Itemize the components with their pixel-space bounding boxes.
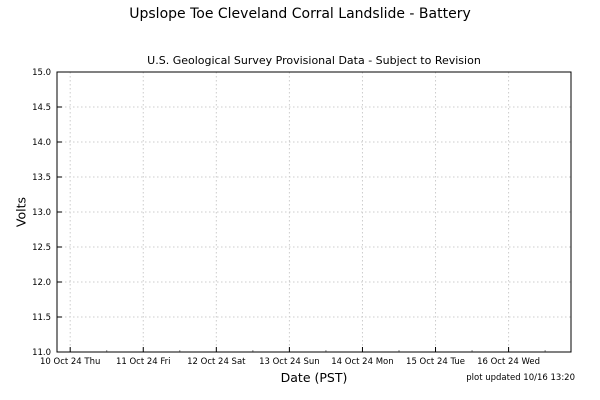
y-tick-label: 13.5 — [32, 173, 51, 183]
x-tick-label: 12 Oct 24 Sat — [187, 357, 246, 367]
x-tick-label: 13 Oct 24 Sun — [259, 357, 320, 367]
y-tick-label: 13.0 — [32, 208, 51, 218]
y-tick-label: 12.0 — [32, 278, 51, 288]
x-tick-label: 16 Oct 24 Wed — [477, 357, 540, 367]
y-tick-label: 15.0 — [32, 68, 51, 78]
plot-frame — [56, 71, 572, 353]
y-tick-label: 14.0 — [32, 138, 51, 148]
y-tick-label: 11.5 — [32, 313, 51, 323]
label-layer: 11.0 11.5 12.0 12.5 13.0 13.5 14.0 14.5 15.0 10 O… — [32, 68, 540, 367]
x-tick-label: 14 Oct 24 Mon — [331, 357, 393, 367]
grid-layer — [57, 72, 571, 352]
plot-updated-note: plot updated 10/16 13:20 — [466, 373, 575, 383]
chart-title: Upslope Toe Cleveland Corral Landslide -… — [129, 6, 471, 22]
chart-subtitle: U.S. Geological Survey Provisional Data … — [147, 54, 481, 67]
y-tick-label: 11.0 — [32, 348, 51, 358]
x-tick-label: 15 Oct 24 Tue — [406, 357, 465, 367]
x-tick-label: 10 Oct 24 Thu — [40, 357, 100, 367]
x-tick-label: 11 Oct 24 Fri — [116, 357, 171, 367]
y-axis-label: Volts — [13, 196, 29, 228]
y-tick-label: 14.5 — [32, 103, 51, 113]
y-tick-label: 12.5 — [32, 243, 51, 253]
x-axis-label: Date (PST) — [280, 370, 348, 385]
